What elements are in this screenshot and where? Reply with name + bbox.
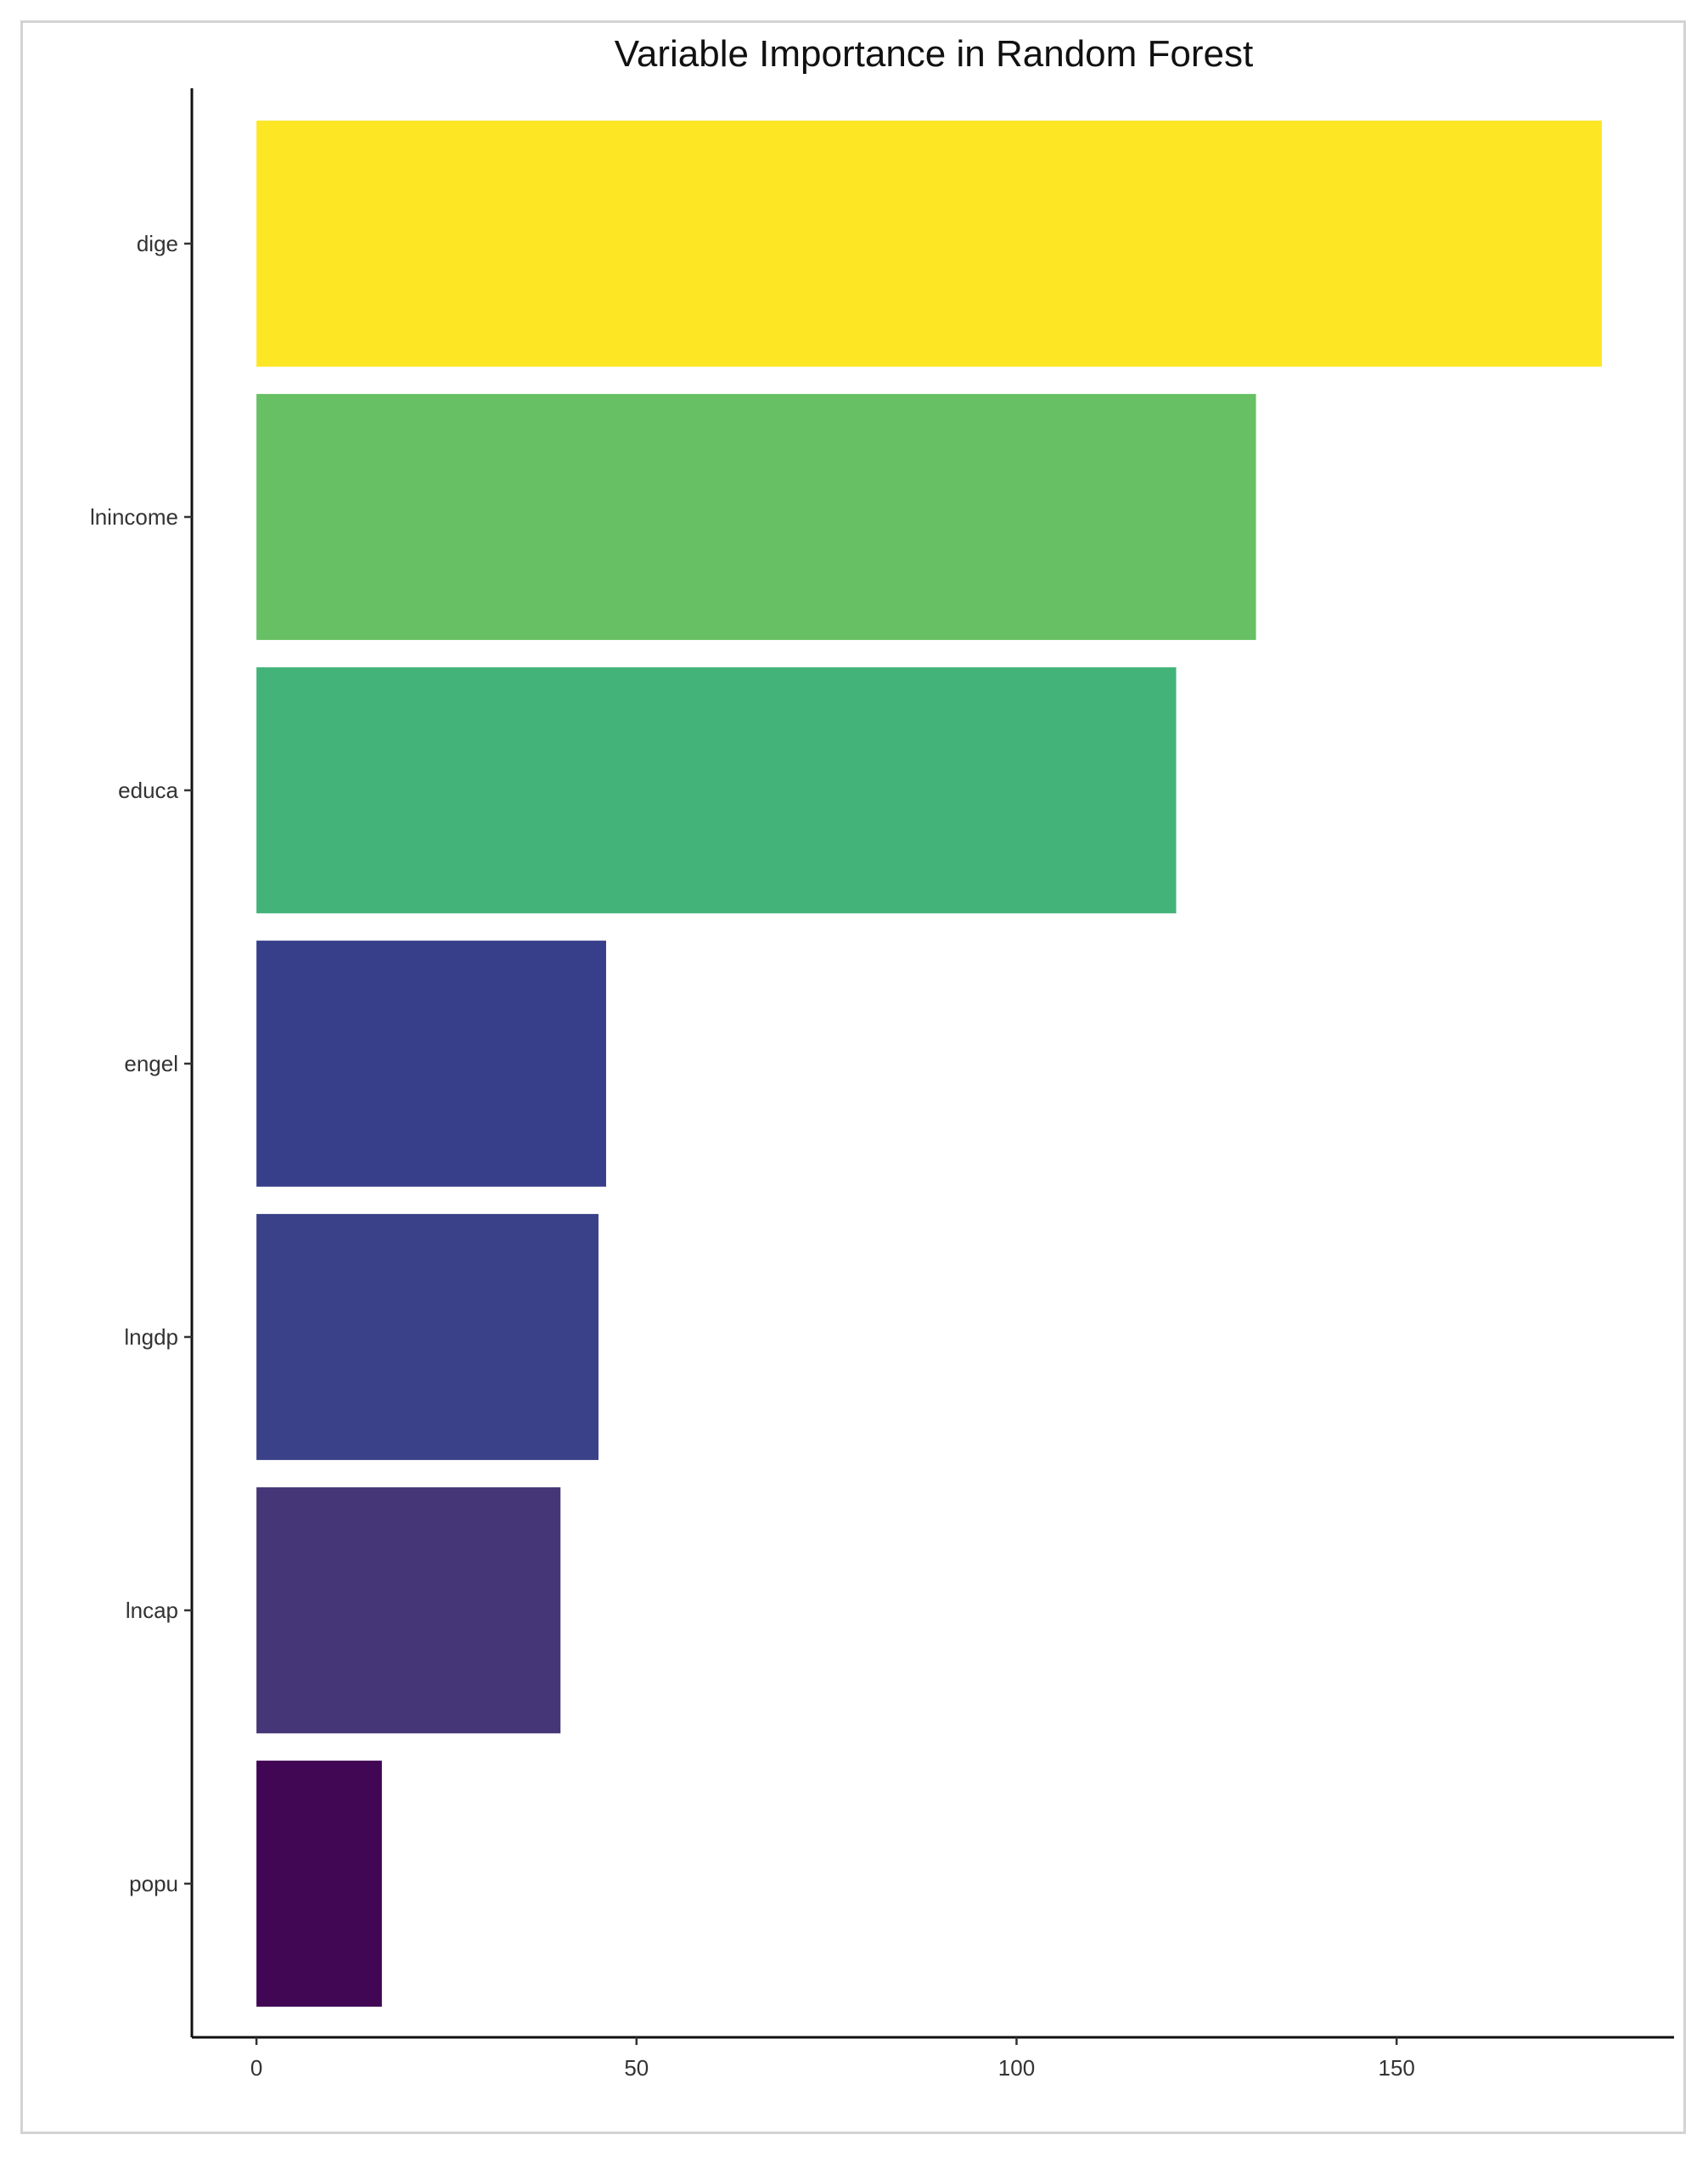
y-axis-ticks: dige lnincome educa engel lngdp lncap popu	[90, 231, 192, 1896]
x-tick-label-50: 50	[624, 2055, 649, 2081]
chart-title: Variable Importance in Random Forest	[615, 33, 1253, 75]
x-axis-ticks: 0 50 100 150	[250, 2037, 1415, 2081]
bar-lncap	[256, 1487, 561, 1733]
x-tick-label-150: 150	[1378, 2055, 1414, 2081]
y-tick-label-educa: educa	[118, 778, 178, 803]
bar-popu	[256, 1761, 382, 2007]
bar-lngdp	[256, 1214, 599, 1460]
y-tick-label-engel: engel	[124, 1051, 178, 1076]
y-tick-label-lnincome: lnincome	[90, 504, 178, 530]
x-tick-label-100: 100	[998, 2055, 1035, 2081]
bar-engel	[256, 941, 606, 1187]
y-tick-label-popu: popu	[129, 1871, 178, 1896]
y-tick-label-lngdp: lngdp	[124, 1324, 178, 1350]
y-tick-label-dige: dige	[137, 231, 178, 256]
bar-lnincome	[256, 394, 1256, 640]
bar-dige	[256, 121, 1602, 367]
bar-educa	[256, 667, 1177, 913]
y-tick-label-lncap: lncap	[126, 1598, 178, 1623]
x-tick-label-0: 0	[250, 2055, 262, 2081]
bars-group	[256, 121, 1602, 2007]
